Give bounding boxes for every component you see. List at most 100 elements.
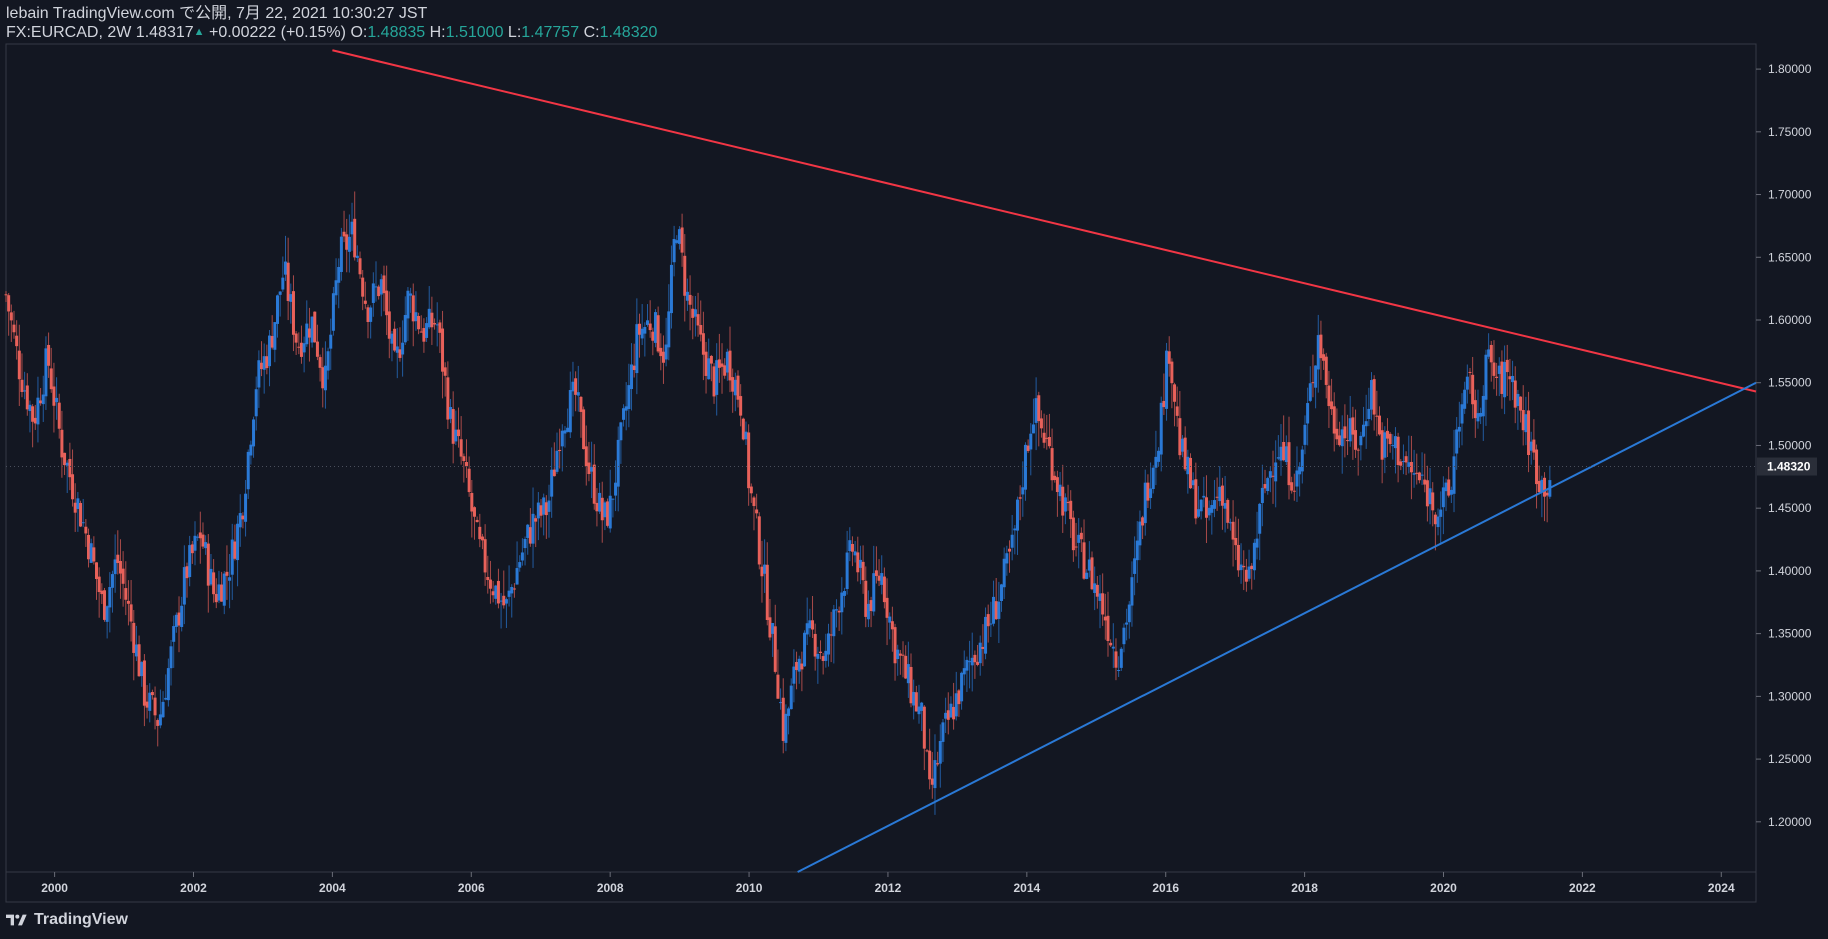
time-tick-label: 2014 [1013,881,1040,895]
candle-bull [954,693,958,717]
tradingview-logo[interactable]: TradingView [6,911,128,929]
candle-bull [568,390,572,433]
candle-bear [752,497,756,507]
candle-bear [1396,436,1400,466]
candle-bull [715,360,719,395]
candle-bear [366,307,370,323]
candle-bear [443,367,447,376]
candle-bull [89,543,93,563]
candle-bull [1439,509,1443,517]
candle-bull [608,495,612,529]
time-tick-label: 2018 [1291,881,1318,895]
candle-bear [1423,479,1427,485]
candle-bear [749,486,753,494]
candle-bull [518,562,522,568]
candle-bull [148,692,152,711]
candle-bull [576,392,580,396]
candle-bear [1327,385,1331,407]
candle-bear [1082,542,1086,579]
price-tick-label: 1.50000 [1768,438,1812,452]
candle-bear [60,429,64,458]
candle-bull [1449,489,1453,495]
candle-bear [1343,426,1347,439]
candle-bear [957,690,961,705]
candle-bear [1042,432,1046,443]
candle-bear [928,750,932,780]
symbol-label: FX:EURCAD, 2W [6,24,132,41]
candle-bear [534,518,538,522]
candle-bull [763,564,767,574]
candle-bear [156,720,160,726]
candle-bear [1234,537,1238,546]
candle-bear [1471,374,1475,405]
candle-bear [137,644,141,677]
candle-bear [1074,546,1078,548]
candle-bear [638,323,642,335]
candle-bull [1023,444,1027,490]
candle-bull [619,422,623,441]
candle-bull [228,577,232,581]
candle-bear [747,432,751,489]
candle-bull [1135,540,1139,561]
candle-bull [196,536,200,538]
candle-bear [185,566,189,579]
candle-bear [1385,430,1389,439]
candle-bull [1138,521,1142,546]
time-axis[interactable]: 2000 2002 2004 2006 2008 2010 2012 2014 2016 2018… [41,872,1735,895]
candle-bear [528,527,532,544]
candle-bear [291,291,295,335]
candle-bear [422,328,426,342]
candle-bear [986,614,990,627]
candle-bear [994,601,998,620]
candle-bear [776,674,780,699]
candles-layer [4,191,1552,815]
candle-bear [691,308,695,318]
candle-bull [1199,499,1203,512]
candle-bull [169,646,173,669]
candle-bear [377,286,381,297]
candle-bull [536,502,540,519]
candle-bull [1362,424,1366,437]
candle-bear [39,400,43,404]
publish-line: lebain TradingView.com で公開, 7月 22, 2021 … [6,5,428,22]
price-tick-label: 1.60000 [1768,313,1812,327]
candle-bear [33,417,37,424]
candle-bear [84,526,88,534]
candle-bull [1420,474,1424,476]
candle-bear [1183,437,1187,470]
price-tick-label: 1.75000 [1768,125,1812,139]
candle-bear [7,295,11,312]
candle-bull [803,632,807,667]
candle-bull [236,523,240,561]
candle-bull [28,404,32,412]
candle-bull [826,633,830,655]
candle-bull [1191,480,1195,486]
candle-bull [872,573,876,612]
candle-bull [182,567,186,605]
candle-bear [1322,354,1326,361]
candle-bear [419,331,423,333]
open-label: O: [350,24,368,41]
candle-bull [1021,487,1025,495]
candle-bear [757,516,761,565]
candle-bull [1298,467,1302,475]
candle-bear [95,562,99,580]
candle-bear [1372,379,1376,415]
candle-bull [771,623,775,634]
candle-bear [1061,486,1065,516]
candle-bull [134,644,138,657]
low-value: 1.47757 [521,24,580,41]
candle-bear [587,462,591,475]
candle-bull [1279,446,1283,461]
candle-bear [1537,480,1541,493]
candle-bear [387,311,391,339]
candle-bull [611,498,615,500]
candle-bear [936,763,940,765]
candle-bear [1066,501,1070,504]
resistance-trendline [332,49,1757,393]
candle-bear [739,396,743,416]
candle-bull [249,444,253,456]
price-axis[interactable]: 1.20000 1.25000 1.30000 1.35000 1.40000 1.450… [1756,62,1812,829]
candle-bull [960,672,964,702]
